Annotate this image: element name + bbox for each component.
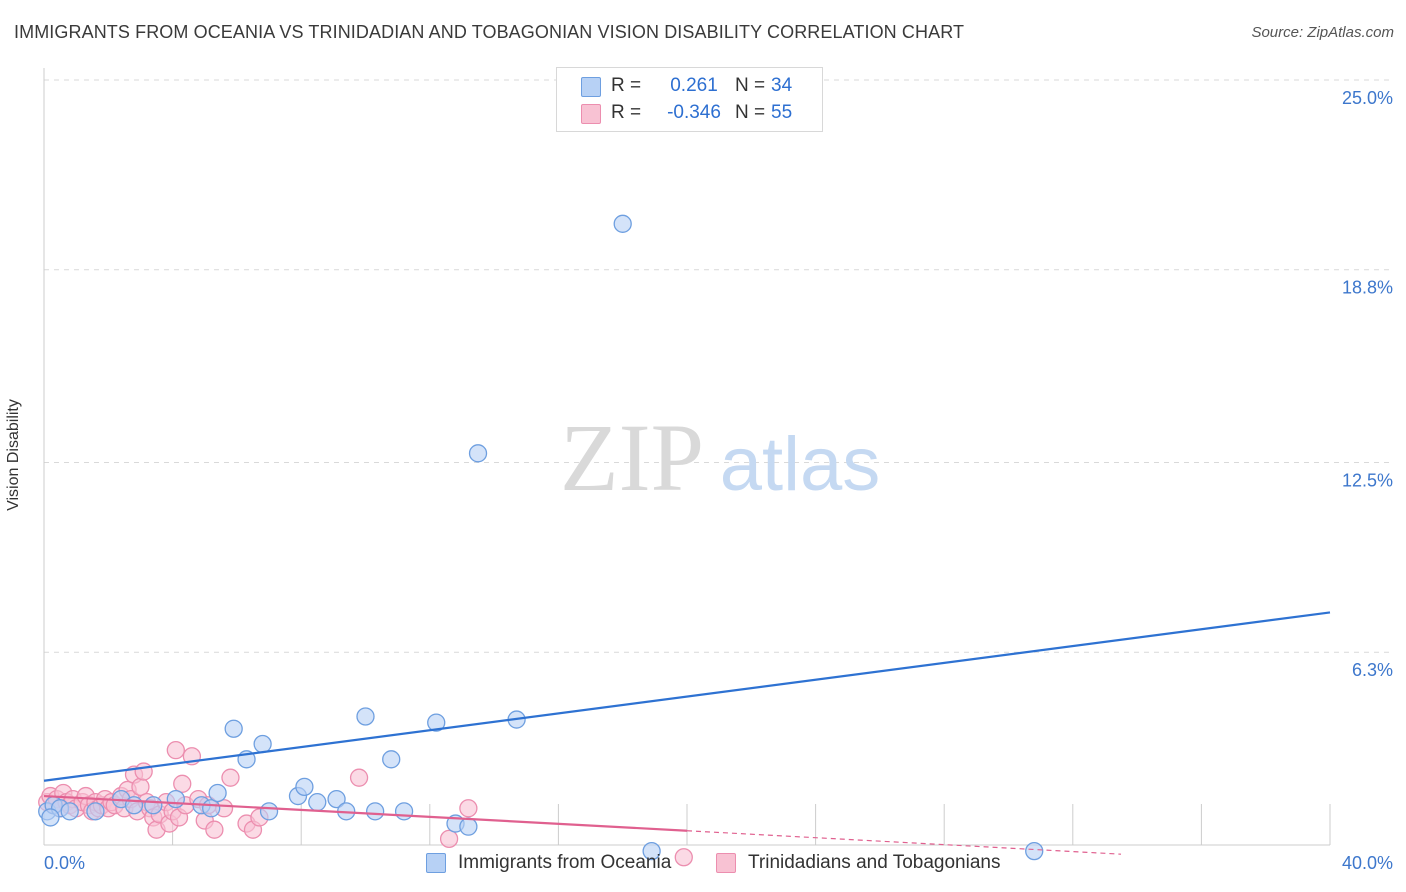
point-oceania xyxy=(60,802,79,821)
point-oceania xyxy=(208,783,227,803)
point-trinidadians xyxy=(205,820,224,839)
point-trinidadians xyxy=(349,768,369,787)
watermark-atlas: atlas xyxy=(720,422,881,507)
source-label: Source: ZipAtlas.com xyxy=(1251,24,1394,41)
point-oceania xyxy=(642,841,661,861)
point-oceania xyxy=(1025,841,1044,861)
point-trinidadians xyxy=(439,829,459,849)
watermark-zip: ZIP xyxy=(560,404,704,511)
point-oceania xyxy=(468,444,488,463)
trend-line-oceania xyxy=(43,611,1331,782)
y-tick-label: 18.8% xyxy=(1342,278,1393,298)
legend-swatch-oceania xyxy=(426,853,446,873)
point-oceania xyxy=(427,713,446,732)
point-oceania xyxy=(295,777,314,797)
point-oceania xyxy=(202,799,221,818)
legend-label-oceania: Immigrants from Oceania xyxy=(458,852,672,873)
x-tick-label: 40.0% xyxy=(1342,853,1393,873)
y-tick-label: 25.0% xyxy=(1342,88,1393,108)
trend-line-trinidadians-extension xyxy=(686,830,1122,855)
watermark: ZIP atlas xyxy=(560,404,880,511)
point-oceania xyxy=(259,802,279,821)
trend-line-trinidadians xyxy=(43,794,688,832)
point-oceania xyxy=(613,214,632,233)
point-oceania xyxy=(327,789,346,809)
point-trinidadians xyxy=(166,740,185,760)
legend-n-label: N = xyxy=(735,75,766,96)
legend-n-value-oceania: 34 xyxy=(771,75,793,96)
legend-label-trinidadians: Trinidadians and Tobagonians xyxy=(748,852,1001,873)
x-tick-label: 0.0% xyxy=(44,853,85,873)
point-trinidadians xyxy=(221,768,240,787)
legend-swatch-trinidadians xyxy=(581,104,601,124)
point-oceania xyxy=(166,789,185,809)
trend-lines xyxy=(43,611,1331,855)
point-oceania xyxy=(41,808,60,827)
point-oceania xyxy=(365,802,385,821)
legend-r-label: R = xyxy=(611,102,642,123)
point-oceania xyxy=(224,719,243,738)
y-tick-label: 12.5% xyxy=(1342,471,1393,491)
point-trinidadians xyxy=(459,799,478,818)
legend-n-value-trinidadians: 55 xyxy=(771,102,793,123)
legend-swatch-oceania xyxy=(581,77,601,97)
point-oceania xyxy=(382,750,401,769)
gridlines xyxy=(44,79,1390,653)
point-oceania xyxy=(253,734,272,754)
point-trinidadians xyxy=(134,762,153,781)
point-oceania xyxy=(459,817,478,836)
point-oceania xyxy=(308,793,327,812)
point-trinidadians xyxy=(173,774,192,793)
tick-labels: 6.3% 12.5% 18.8% 25.0% 0.0% 40.0% xyxy=(44,88,1393,873)
chart-title: IMMIGRANTS FROM OCEANIA VS TRINIDADIAN A… xyxy=(14,22,965,42)
point-oceania xyxy=(124,796,144,815)
point-oceania xyxy=(144,796,163,815)
legend-r-value-oceania: 0.261 xyxy=(670,75,718,96)
point-oceania xyxy=(356,707,375,726)
correlation-legend: R = 0.261 N = 34 R = -0.346 N = 55 xyxy=(556,67,823,132)
point-oceania xyxy=(86,802,105,821)
point-trinidadians xyxy=(131,777,150,797)
legend-r-value-trinidadians: -0.346 xyxy=(667,102,721,123)
legend-n-label: N = xyxy=(735,102,766,123)
point-trinidadians xyxy=(674,848,693,867)
point-oceania xyxy=(394,802,414,821)
legend-r-label: R = xyxy=(611,75,642,96)
legend-swatch-trinidadians xyxy=(716,853,736,873)
y-axis-label: Vision Disability xyxy=(5,399,22,511)
y-tick-label: 6.3% xyxy=(1352,660,1393,680)
